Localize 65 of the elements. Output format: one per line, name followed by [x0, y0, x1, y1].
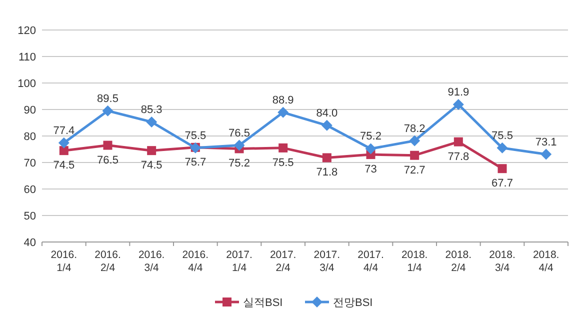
point	[59, 146, 68, 156]
y-tick-label: 70	[24, 158, 36, 170]
point	[410, 150, 420, 160]
point	[278, 106, 289, 118]
x-tick-label: 2016. 1/4	[50, 249, 78, 274]
data-label: 71.8	[316, 166, 338, 179]
point	[102, 105, 114, 116]
data-label: 73	[364, 164, 377, 176]
data-label: 77.4	[53, 124, 75, 137]
x-tick-label: 2016. 4/4	[182, 249, 209, 274]
point	[409, 135, 420, 146]
x-tick-label: 2018. 2/4	[445, 249, 472, 274]
data-label: 75.2	[228, 158, 250, 170]
point	[321, 120, 332, 131]
x-tick-label: 2017. 2/4	[270, 249, 296, 274]
x-tick-label: 2018. 3/4	[489, 249, 516, 274]
point	[365, 143, 376, 154]
y-tick-label: 50	[24, 210, 36, 222]
point	[540, 148, 552, 160]
point	[452, 98, 464, 110]
y-tick-label: 80	[24, 131, 36, 143]
y-tick-label: 90	[24, 104, 36, 116]
data-label: 91.9	[448, 86, 470, 98]
point	[496, 142, 508, 154]
x-tick-label: 2018. 4/4	[532, 249, 560, 274]
x-tick-label: 2017. 3/4	[314, 249, 340, 274]
data-label: 85.3	[140, 104, 162, 116]
data-label: 72.7	[404, 164, 426, 176]
data-label: 75.7	[184, 156, 206, 168]
data-label: 78.2	[404, 122, 426, 135]
point	[498, 164, 507, 174]
data-label: 75.5	[184, 130, 206, 142]
point	[278, 143, 288, 152]
legend-label: 전망BSI	[333, 297, 373, 309]
data-label: 67.7	[492, 178, 513, 190]
data-label: 84.0	[316, 107, 338, 120]
point	[234, 140, 245, 151]
point	[454, 137, 463, 146]
x-tick-label: 2017. 1/4	[226, 249, 252, 274]
x-tick-label: 2018. 1/4	[401, 249, 428, 274]
data-label: 74.5	[53, 160, 75, 172]
point	[147, 146, 156, 156]
data-label: 75.5	[272, 156, 294, 169]
x-tick-label: 2017. 4/4	[358, 249, 384, 274]
legend-label: 실적BSI	[243, 297, 283, 309]
point	[103, 140, 112, 150]
y-tick-label: 60	[24, 184, 36, 196]
x-tick-label: 2016. 2/4	[94, 249, 121, 274]
y-tick-label: 120	[18, 25, 36, 37]
data-label: 88.9	[272, 94, 294, 106]
data-label: 76.5	[97, 154, 118, 166]
point	[58, 137, 70, 148]
data-label: 89.5	[97, 92, 118, 105]
point	[146, 116, 158, 128]
data-label: 75.2	[360, 130, 382, 143]
x-tick-label: 2016. 3/4	[138, 249, 165, 274]
y-tick-label: 40	[24, 237, 36, 249]
data-label: 75.5	[492, 130, 513, 142]
data-label: 77.8	[448, 150, 470, 163]
data-label: 76.5	[228, 127, 250, 140]
data-label: 74.5	[140, 160, 162, 172]
point	[322, 153, 332, 162]
y-tick-label: 110	[18, 52, 36, 64]
data-label: 73.1	[535, 136, 557, 148]
y-tick-label: 100	[18, 78, 36, 90]
